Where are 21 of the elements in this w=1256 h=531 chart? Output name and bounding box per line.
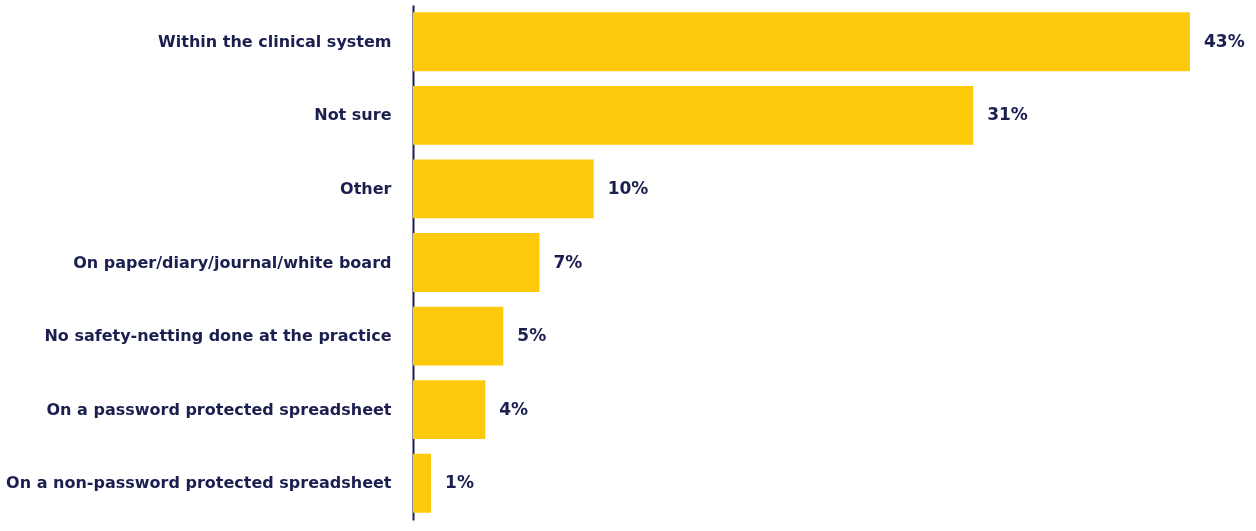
data-label: 10% bbox=[607, 177, 649, 198]
bar bbox=[413, 12, 1190, 72]
y-tick-label: Other bbox=[340, 178, 392, 198]
y-tick-label: On a non-password protected spreadsheet bbox=[6, 473, 392, 493]
bar bbox=[413, 233, 540, 292]
bar bbox=[413, 306, 504, 366]
y-tick-label: No safety-netting done at the practice bbox=[44, 326, 392, 346]
bar bbox=[413, 453, 432, 513]
data-label: 1% bbox=[445, 472, 474, 493]
data-label: 7% bbox=[553, 251, 583, 272]
y-tick-label: On paper/diary/journal/white board bbox=[73, 252, 392, 272]
bar bbox=[413, 380, 486, 440]
y-tick-label: On a password protected spreadsheet bbox=[46, 399, 392, 419]
data-label: 31% bbox=[987, 104, 1028, 125]
data-label: 43% bbox=[1204, 30, 1245, 51]
data-label: 5% bbox=[517, 325, 547, 346]
data-label: 4% bbox=[499, 398, 529, 419]
bar bbox=[413, 159, 594, 219]
y-tick-label: Not sure bbox=[314, 105, 392, 125]
y-tick-label: Within the clinical system bbox=[158, 31, 392, 51]
bar bbox=[413, 85, 974, 145]
